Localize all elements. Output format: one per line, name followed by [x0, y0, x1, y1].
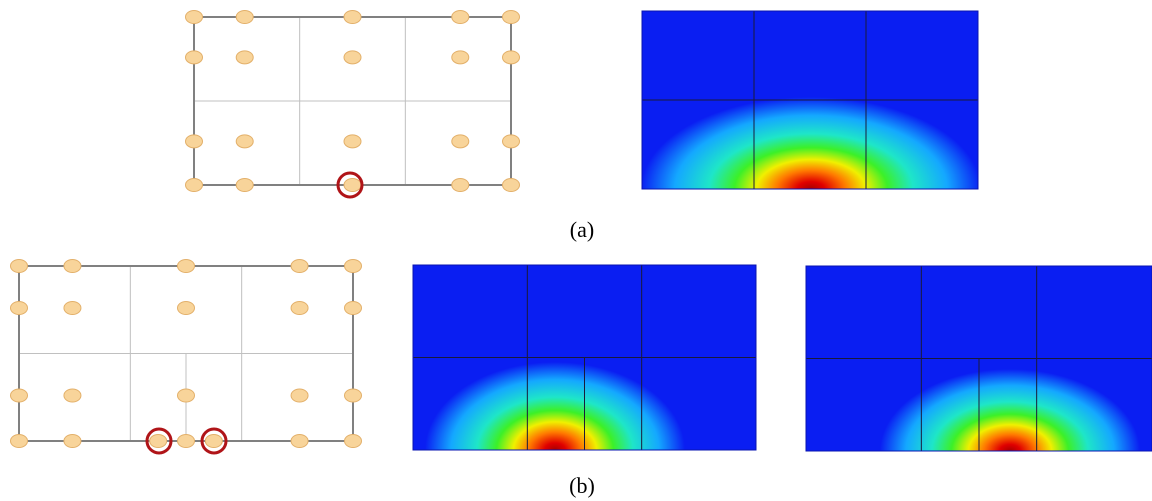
integration-node [185, 50, 203, 65]
highlight-ring [200, 427, 228, 455]
integration-node [290, 388, 309, 403]
integration-node [177, 434, 195, 448]
integration-node [451, 50, 470, 65]
field-panel-b-right [805, 265, 1152, 452]
integration-node [177, 259, 195, 273]
caption-a: (a) [570, 217, 594, 242]
integration-node [204, 434, 223, 448]
highlight-ring [145, 427, 173, 455]
highlight-ring [336, 171, 364, 199]
integration-node [451, 134, 470, 149]
integration-node [343, 10, 362, 24]
integration-node [502, 50, 520, 65]
integration-node [63, 259, 82, 273]
integration-node [10, 388, 28, 403]
integration-node [290, 259, 309, 273]
integration-node [235, 10, 254, 24]
integration-node [235, 178, 254, 192]
integration-node [343, 134, 362, 149]
integration-node [451, 178, 470, 192]
integration-node [290, 434, 309, 448]
integration-node [343, 50, 362, 65]
integration-node [185, 10, 203, 24]
integration-node [451, 10, 470, 24]
caption-b: (b) [569, 473, 595, 498]
integration-node [344, 301, 362, 315]
integration-node [177, 301, 195, 315]
integration-node [344, 259, 362, 273]
integration-node [235, 50, 254, 65]
integration-node [344, 434, 362, 448]
integration-node [185, 178, 203, 192]
integration-node [502, 134, 520, 149]
field-panel-a [641, 10, 979, 190]
integration-node [63, 388, 82, 403]
integration-node [235, 134, 254, 149]
integration-node [343, 178, 362, 192]
integration-node [10, 259, 28, 273]
field-border [641, 10, 979, 190]
mesh-panel-b [10, 259, 362, 455]
integration-node [177, 388, 195, 403]
field-border [805, 265, 1152, 452]
integration-node [502, 10, 520, 24]
integration-node [149, 434, 168, 448]
integration-node [185, 134, 203, 149]
integration-node [63, 301, 82, 315]
integration-node [344, 388, 362, 403]
field-border [412, 264, 757, 451]
integration-node [10, 434, 28, 448]
integration-node [290, 301, 309, 315]
integration-node [10, 301, 28, 315]
field-panel-b-left [412, 264, 757, 451]
integration-node [63, 434, 82, 448]
integration-node [502, 178, 520, 192]
mesh-panel-a [185, 10, 520, 199]
